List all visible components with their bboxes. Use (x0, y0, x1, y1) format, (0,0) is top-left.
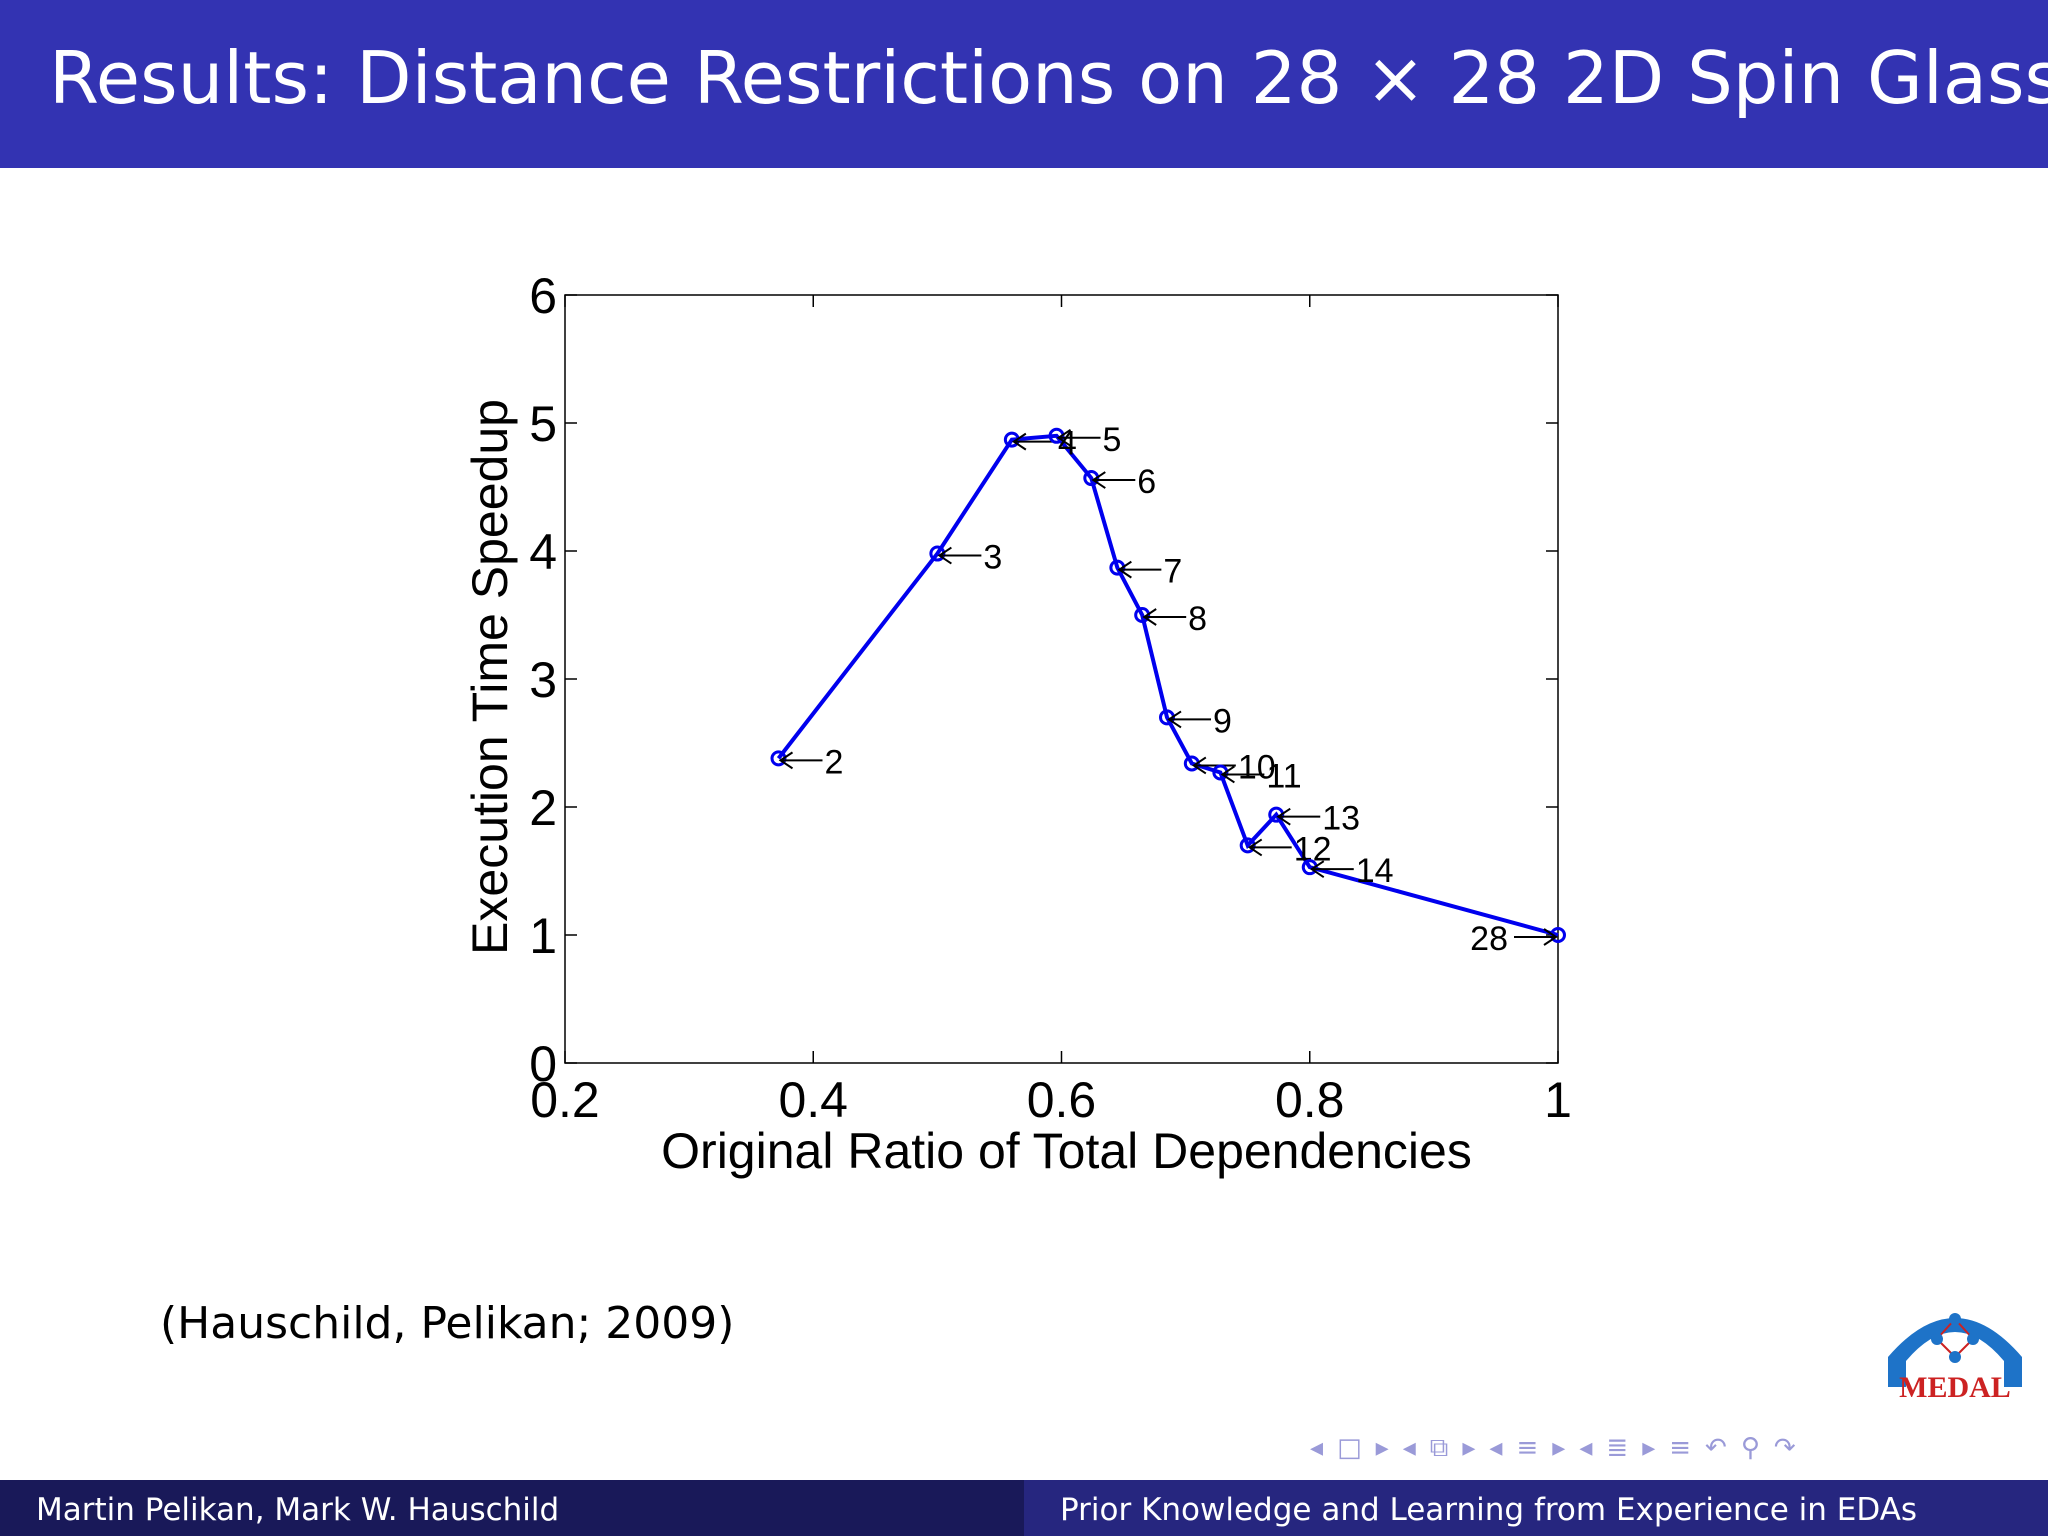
arrow-right-icon[interactable]: ▸ (1552, 1433, 1566, 1463)
citation: (Hauschild, Pelikan; 2009) (160, 1298, 735, 1349)
x-tick-label: 0.4 (778, 1072, 848, 1128)
annotation-arrowhead (1276, 807, 1291, 826)
annotation-arrowhead (778, 751, 794, 770)
align-icon[interactable]: ≡ (1669, 1433, 1692, 1463)
footer-right: Prior Knowledge and Learning from Experi… (1024, 1480, 2048, 1536)
arrow-left-icon[interactable]: ◂ (1402, 1433, 1416, 1463)
redo-icon[interactable]: ↷ (1773, 1433, 1796, 1463)
footer-authors: Martin Pelikan, Mark W. Hauschild (36, 1492, 560, 1528)
point-label: 28 (1470, 920, 1508, 958)
undo-icon[interactable]: ↶ (1705, 1433, 1727, 1463)
y-axis-label: Execution Time Speedup (462, 399, 518, 955)
point-label: 6 (1137, 463, 1156, 501)
x-tick-label: 1 (1544, 1072, 1572, 1128)
point-label: 10 (1238, 748, 1276, 786)
x-tick-label: 0.8 (1275, 1072, 1345, 1128)
series-line (776, 433, 1559, 937)
annotation-arrowhead (1543, 928, 1558, 946)
x-tick-label: 0.2 (530, 1072, 600, 1128)
document-icon[interactable]: ≣ (1606, 1433, 1629, 1463)
arrow-left-icon[interactable]: ◂ (1310, 1433, 1324, 1463)
point-label: 2 (824, 743, 843, 781)
point-label: 13 (1322, 800, 1360, 838)
arrow-right-icon[interactable]: ▸ (1462, 1433, 1476, 1463)
footer: Martin Pelikan, Mark W. Hauschild Prior … (0, 1480, 2048, 1536)
annotation-arrowhead (1167, 710, 1182, 729)
slide-title: Results: Distance Restrictions on 28 × 2… (49, 36, 2048, 120)
annotation-arrowhead (1056, 428, 1072, 447)
arrow-right-icon[interactable]: ▸ (1642, 1433, 1656, 1463)
arrow-left-icon[interactable]: ◂ (1489, 1433, 1503, 1463)
y-tick-label: 4 (529, 524, 557, 580)
y-tick-label: 2 (529, 780, 557, 836)
annotation-arrowhead (1220, 765, 1235, 784)
x-axis-label: Original Ratio of Total Dependencies (661, 1123, 1472, 1179)
point-label: 5 (1103, 421, 1122, 459)
title-bar: Results: Distance Restrictions on 28 × 2… (0, 0, 2048, 168)
annotation-arrowhead (937, 546, 952, 565)
y-tick-label: 6 (529, 268, 557, 324)
x-tick-label: 0.6 (1027, 1072, 1097, 1128)
point-label: 7 (1163, 553, 1182, 591)
footer-left: Martin Pelikan, Mark W. Hauschild (0, 1480, 1024, 1536)
point-label: 3 (983, 539, 1002, 577)
plot-frame (564, 294, 1559, 1064)
point-label: 14 (1356, 852, 1394, 890)
annotation-arrowhead (1091, 471, 1106, 489)
point-label: 8 (1188, 600, 1207, 638)
annotation-arrowhead (1192, 756, 1207, 775)
logo-text: MEDAL (1899, 1371, 2011, 1404)
annotation-arrowhead (1309, 860, 1325, 878)
y-tick-label: 1 (529, 908, 557, 964)
arrow-right-icon[interactable]: ▸ (1375, 1433, 1389, 1463)
frame-icon[interactable]: □ (1337, 1433, 1362, 1463)
search-icon[interactable]: ⚲ (1740, 1433, 1760, 1463)
annotation-arrowhead (1247, 838, 1263, 857)
arrow-left-icon[interactable]: ◂ (1579, 1433, 1593, 1463)
annotation-arrowhead (1012, 432, 1027, 451)
point-label: 9 (1213, 702, 1232, 740)
y-tick-label: 0 (529, 1036, 557, 1092)
beamer-navigation: ◂ □ ▸ ◂ ⧉ ▸ ◂ ≡ ▸ ◂ ≣ ▸ ≡ ↶ ⚲ ↷ (1310, 1432, 1796, 1464)
y-tick-label: 3 (529, 652, 557, 708)
medal-logo: MEDAL (1888, 1313, 2022, 1404)
y-tick-label: 5 (529, 396, 557, 452)
footer-talk-title: Prior Knowledge and Learning from Experi… (1060, 1492, 1918, 1528)
section-icon[interactable]: ≡ (1516, 1433, 1539, 1463)
subsection-icon[interactable]: ⧉ (1429, 1432, 1449, 1463)
annotation-arrowhead (1117, 560, 1132, 579)
annotation-arrowhead (1142, 608, 1157, 626)
point-label: 11 (1266, 757, 1301, 795)
